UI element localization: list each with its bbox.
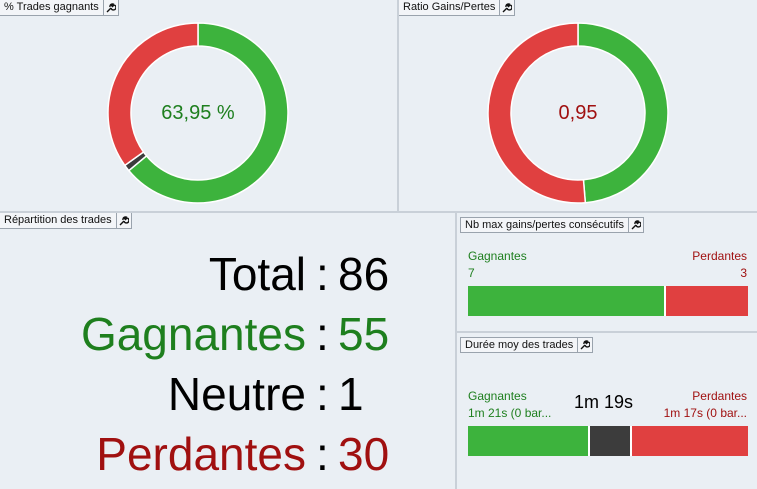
- right-value: 3: [740, 266, 747, 280]
- panel-repartition-trades: Répartition des trades Total : 86 Gagnan…: [0, 213, 455, 489]
- panel-duree-moy: Durée moy des trades Gagnantes 1m 21s (0…: [457, 333, 757, 489]
- left-label: Gagnantes: [468, 389, 527, 403]
- bar-segment-neutre: [588, 426, 631, 456]
- divider-middle: [0, 211, 757, 213]
- panel-title-bar: Durée moy des trades: [460, 337, 594, 353]
- stat-value: 30: [338, 428, 390, 480]
- bar-segment-gagnantes: [468, 426, 589, 456]
- wrench-icon[interactable]: [500, 0, 516, 16]
- divider-right: [457, 331, 757, 333]
- center-value: 1m 19s: [574, 392, 634, 412]
- divider-bottom: [455, 212, 457, 489]
- donut-slice-pertes: [487, 22, 587, 204]
- stat-colon: :: [316, 368, 329, 420]
- wrench-icon[interactable]: [103, 0, 119, 16]
- progress-bar: [468, 286, 748, 316]
- stat-label: Gagnantes: [80, 308, 306, 360]
- right-value: 1m 17s (0 bar...: [663, 406, 747, 420]
- stat-row-neutre: Neutre : 1: [0, 369, 455, 423]
- panel-title: % Trades gagnants: [0, 0, 104, 16]
- bar-segment-perdantes: [630, 426, 748, 456]
- wrench-icon[interactable]: [578, 337, 594, 353]
- donut-chart: [107, 22, 289, 204]
- panel-title-bar: Ratio Gains/Pertes: [399, 0, 516, 16]
- stat-row-perdantes: Perdantes : 30: [0, 429, 455, 483]
- right-label: Perdantes: [692, 389, 747, 403]
- stat-value: 86: [338, 248, 390, 300]
- panel-title: Nb max gains/pertes consécutifs: [460, 217, 629, 233]
- panel-ratio-gains-pertes: Ratio Gains/Pertes 0,95: [399, 0, 757, 211]
- panel-title: Ratio Gains/Pertes: [399, 0, 501, 16]
- bar-segment-gagnantes: [468, 286, 664, 316]
- right-label: Perdantes: [692, 249, 747, 263]
- panel-title: Durée moy des trades: [460, 337, 579, 353]
- stat-label: Perdantes: [96, 428, 306, 480]
- stat-row-gagnantes: Gagnantes : 55: [0, 309, 455, 363]
- donut-chart: [487, 22, 669, 204]
- left-label: Gagnantes: [468, 249, 527, 263]
- stat-colon: :: [316, 248, 329, 300]
- stat-label: Total: [208, 248, 306, 300]
- panel-trades-gagnants: % Trades gagnants 63,95 %: [0, 0, 397, 211]
- divider-top: [397, 0, 399, 212]
- stat-colon: :: [316, 428, 329, 480]
- stat-colon: :: [316, 308, 329, 360]
- progress-bar: [468, 426, 748, 456]
- donut-slice-gagnants: [127, 22, 289, 204]
- left-value: 1m 21s (0 bar...: [468, 406, 552, 420]
- stat-value: 55: [338, 308, 390, 360]
- wrench-icon[interactable]: [628, 217, 644, 233]
- panel-title: Répartition des trades: [0, 213, 117, 229]
- left-value: 7: [468, 266, 475, 280]
- panel-title-bar: % Trades gagnants: [0, 0, 119, 16]
- wrench-icon[interactable]: [116, 213, 132, 229]
- donut-slice-perdants: [107, 22, 199, 167]
- stat-row-total: Total : 86: [0, 249, 455, 303]
- panel-title-bar: Nb max gains/pertes consécutifs: [460, 217, 644, 233]
- stat-label: Neutre: [167, 368, 306, 420]
- bar-segment-perdantes: [664, 286, 748, 316]
- donut-value: 63,95 %: [161, 102, 235, 124]
- panel-title-bar: Répartition des trades: [0, 213, 132, 229]
- stat-value: 1: [338, 368, 364, 420]
- panel-consecutifs: Nb max gains/pertes consécutifs Gagnante…: [457, 213, 757, 331]
- donut-value: 0,95: [558, 102, 598, 124]
